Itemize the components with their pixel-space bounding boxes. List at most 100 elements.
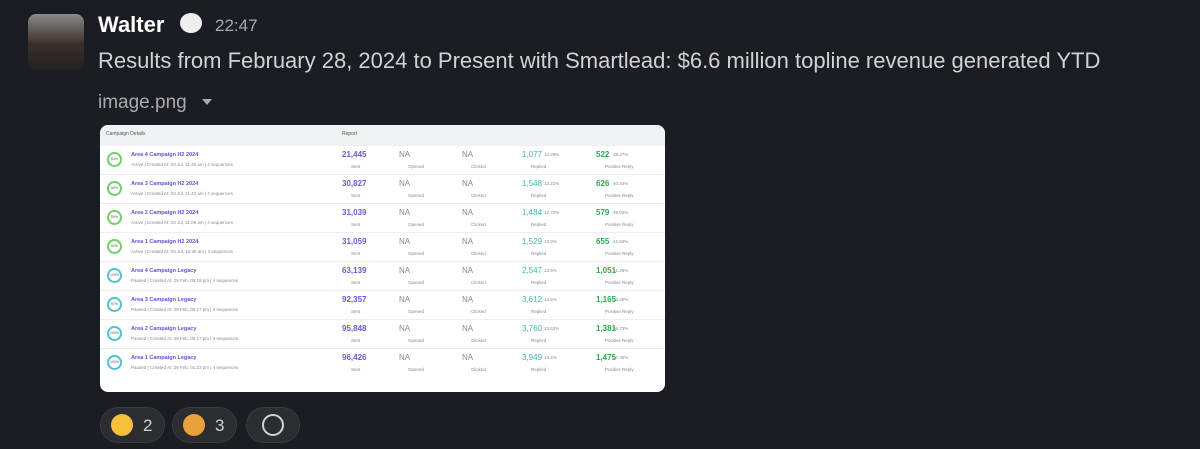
- message-text: Results from February 28, 2024 to Presen…: [98, 48, 1101, 73]
- status-icon: [180, 13, 202, 33]
- clicked-label: Clicked: [471, 280, 486, 285]
- campaign-status: Active | Created At: 03 Jul, 11:42 am | …: [131, 191, 233, 196]
- positive-value: 1,051: [596, 266, 617, 275]
- opened-label: Opened: [408, 280, 425, 285]
- clicked-value: NA: [462, 266, 474, 275]
- sent-value: 63,139: [342, 266, 367, 275]
- positive-label: Positive Reply: [605, 222, 634, 227]
- opened-label: Opened: [408, 309, 425, 314]
- campaign-status: Active | Created At: 03 Jul, 11:09 am | …: [131, 220, 233, 225]
- reaction-count: 2: [143, 416, 153, 435]
- campaign-name: Area 3 Campaign H2 2024: [131, 181, 199, 187]
- campaign-status: Paused | Created At: 28 Feb, 05:18 pm | …: [131, 278, 239, 283]
- positive-value: 626: [596, 179, 610, 188]
- opened-label: Opened: [408, 193, 425, 198]
- reaction[interactable]: 3: [172, 407, 237, 443]
- table-row: 50% Area 1 Campaign H2 2024 Active | Creat…: [100, 232, 665, 262]
- progress-ring: 100%: [107, 268, 122, 283]
- table-header: Campaign Details Report: [100, 125, 665, 145]
- author[interactable]: Walter: [98, 12, 165, 37]
- table-row: 100% Area 1 Campaign Legacy Paused | Creat…: [100, 348, 665, 378]
- emoji: [111, 414, 133, 436]
- opened-value: NA: [399, 324, 411, 333]
- opened-label: Opened: [408, 251, 425, 256]
- replied-percent: 13.5%: [544, 297, 557, 302]
- replied-percent: 12.28%: [544, 152, 560, 157]
- sent-value: 31,039: [342, 208, 367, 217]
- replied-value: 1,077: [522, 150, 543, 159]
- positive-percent: 36.73%: [613, 326, 629, 331]
- opened-value: NA: [399, 208, 411, 217]
- positive-value: 1,475: [596, 353, 617, 362]
- clicked-value: NA: [462, 353, 474, 362]
- sent-label: Sent: [351, 338, 361, 343]
- positive-percent: 39.02%: [613, 210, 629, 215]
- campaign-name: Area 3 Campaign Legacy: [131, 297, 197, 303]
- attached-image[interactable]: Campaign Details Report 53% Area 4 Campai…: [100, 125, 665, 392]
- replied-label: Replied: [531, 338, 547, 343]
- positive-label: Positive Reply: [605, 338, 634, 343]
- header-cell: Report: [342, 131, 358, 137]
- sent-label: Sent: [351, 251, 361, 256]
- avatar[interactable]: [28, 14, 84, 70]
- sent-value: 92,357: [342, 295, 367, 304]
- table-row: 53% Area 4 Campaign H2 2024 Active | Creat…: [100, 145, 665, 175]
- replied-value: 1,548: [522, 179, 543, 188]
- opened-value: NA: [399, 237, 411, 246]
- sent-label: Sent: [351, 222, 361, 227]
- campaign-name: Area 4 Campaign Legacy: [131, 268, 197, 274]
- sent-label: Sent: [351, 367, 361, 372]
- opened-value: NA: [399, 295, 411, 304]
- progress-ring: 50%: [107, 210, 122, 225]
- replied-label: Replied: [531, 251, 547, 256]
- opened-label: Opened: [408, 222, 425, 227]
- positive-label: Positive Reply: [605, 280, 634, 285]
- replied-label: Replied: [531, 193, 547, 198]
- positive-percent: 48.47%: [613, 152, 629, 157]
- campaign-name: Area 1 Campaign H2 2024: [131, 239, 199, 245]
- positive-label: Positive Reply: [605, 367, 634, 372]
- positive-value: 655: [596, 237, 610, 246]
- clicked-value: NA: [462, 208, 474, 217]
- table-row: 97% Area 3 Campaign Legacy Paused | Create…: [100, 290, 665, 320]
- positive-percent: 40.44%: [613, 181, 629, 186]
- campaign-status: Paused | Created At: 28 Feb, 05:17 pm | …: [131, 307, 239, 312]
- replied-label: Replied: [531, 222, 547, 227]
- add-reaction[interactable]: [246, 407, 300, 443]
- positive-label: Positive Reply: [605, 164, 634, 169]
- sent-label: Sent: [351, 309, 361, 314]
- progress-ring: 53%: [107, 152, 122, 167]
- positive-value: 522: [596, 150, 610, 159]
- sent-label: Sent: [351, 193, 361, 198]
- replied-percent: 14.4%: [544, 355, 557, 360]
- campaign-name: Area 2 Campaign H2 2024: [131, 210, 199, 216]
- progress-ring: 100%: [107, 326, 122, 341]
- sent-label: Sent: [351, 164, 361, 169]
- replied-value: 3,949: [522, 353, 543, 362]
- progress-ring: 50%: [107, 181, 122, 196]
- replied-label: Replied: [531, 280, 547, 285]
- positive-percent: 32.25%: [613, 297, 629, 302]
- clicked-label: Clicked: [471, 193, 486, 198]
- replied-percent: 13.6%: [544, 268, 557, 273]
- add-reaction-icon: [262, 414, 284, 436]
- timestamp[interactable]: 22:47: [215, 16, 258, 35]
- sent-value: 95,848: [342, 324, 367, 333]
- sent-value: 21,445: [342, 150, 367, 159]
- opened-label: Opened: [408, 338, 425, 343]
- emoji: [183, 414, 205, 436]
- attachment-name[interactable]: image.png: [98, 92, 187, 113]
- clicked-value: NA: [462, 150, 474, 159]
- attachment-toggle[interactable]: [202, 99, 212, 105]
- table-row: 50% Area 3 Campaign H2 2024 Active | Creat…: [100, 174, 665, 204]
- opened-label: Opened: [408, 367, 425, 372]
- progress-ring: 97%: [107, 297, 122, 312]
- opened-value: NA: [399, 353, 411, 362]
- replied-label: Replied: [531, 309, 547, 314]
- table-row: 100% Area 2 Campaign Legacy Paused | Creat…: [100, 319, 665, 349]
- replied-percent: 12.71%: [544, 210, 560, 215]
- reaction[interactable]: 2: [100, 407, 165, 443]
- clicked-value: NA: [462, 324, 474, 333]
- replied-label: Replied: [531, 164, 547, 169]
